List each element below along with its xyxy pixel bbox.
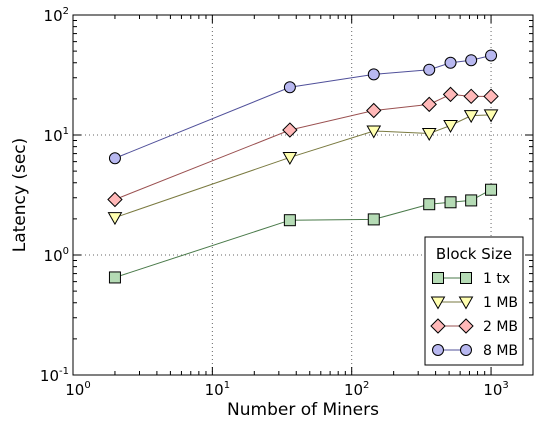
- data-point: [423, 198, 436, 211]
- series-1: [108, 183, 498, 284]
- data-series: [107, 49, 499, 284]
- legend-item: 1 MB: [430, 295, 518, 311]
- data-point: [421, 127, 437, 141]
- y-axis-title: Latency (sec): [10, 138, 30, 253]
- series-3: [107, 86, 499, 208]
- data-point: [443, 119, 458, 134]
- data-point: [483, 88, 499, 105]
- legend-label: 2 MB: [483, 319, 518, 335]
- legend-marker: [432, 344, 444, 356]
- data-point: [463, 110, 479, 124]
- data-point: [367, 213, 380, 226]
- series-4: [108, 49, 498, 165]
- data-point: [108, 271, 121, 284]
- legend-marker: [430, 318, 446, 334]
- data-point: [107, 212, 123, 226]
- data-point: [444, 56, 457, 69]
- data-point: [423, 63, 436, 76]
- x-tick-label: 102: [344, 380, 369, 399]
- data-point: [444, 196, 457, 209]
- series-line: [114, 93, 492, 200]
- plot-frame: [72, 14, 534, 376]
- legend-label: 1 tx: [483, 271, 510, 287]
- data-point: [421, 96, 437, 113]
- legend-item: 2 MB: [430, 318, 518, 335]
- data-point: [483, 109, 499, 123]
- y-tick-label: 101: [44, 126, 69, 145]
- data-point: [485, 49, 498, 62]
- legend-title: Block Size: [436, 245, 512, 263]
- data-point: [465, 54, 478, 67]
- data-point: [283, 214, 296, 227]
- legend-label: 1 MB: [483, 295, 518, 311]
- data-point: [107, 191, 123, 208]
- series-2: [107, 109, 499, 226]
- data-point: [367, 68, 380, 81]
- legend-items: 1 tx 1 MB 2 MB 8 MB: [430, 271, 518, 359]
- data-point: [485, 183, 498, 196]
- y-tick-label: 10-1: [40, 366, 69, 385]
- legend-marker: [430, 296, 446, 310]
- legend-marker: [458, 318, 474, 334]
- data-point: [282, 151, 298, 165]
- x-tick-label: 101: [205, 380, 230, 399]
- data-point: [366, 102, 382, 119]
- legend-item: 8 MB: [432, 343, 518, 359]
- data-point: [282, 122, 298, 138]
- legend-marker: [458, 296, 474, 310]
- data-point: [463, 88, 479, 105]
- x-tick-label: 100: [65, 380, 90, 399]
- data-point: [283, 81, 296, 94]
- data-point: [442, 86, 459, 103]
- x-tick-label: 103: [483, 380, 508, 399]
- data-point: [366, 125, 382, 139]
- data-point: [465, 194, 478, 207]
- legend-marker: [460, 272, 472, 284]
- legend-marker: [460, 344, 472, 356]
- y-tick-label: 102: [44, 6, 69, 25]
- legend-item: 1 tx: [432, 271, 510, 287]
- data-point: [108, 152, 121, 165]
- legend: Block Size 1 tx 1 MB 2 MB 8 MB: [424, 236, 524, 366]
- x-axis-title: Number of Miners: [227, 400, 379, 420]
- legend-label: 8 MB: [483, 343, 518, 359]
- legend-marker: [432, 272, 444, 284]
- y-tick-label: 100: [44, 246, 69, 265]
